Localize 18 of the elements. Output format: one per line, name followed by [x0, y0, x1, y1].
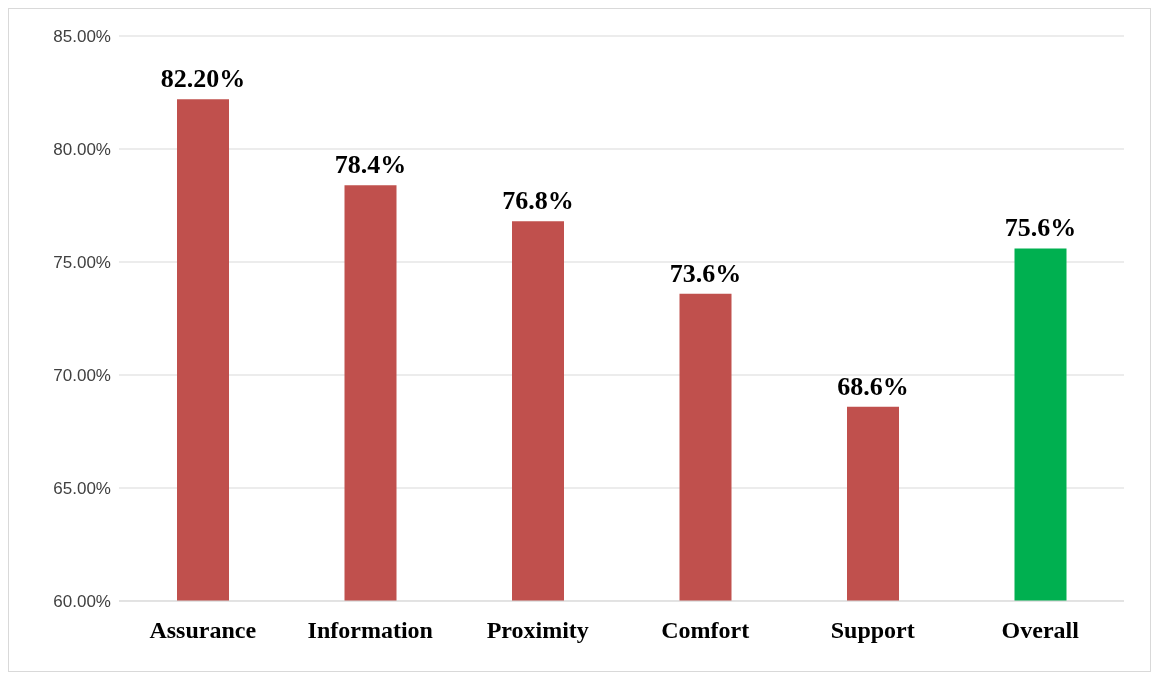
- x-tick-label: Information: [307, 617, 433, 644]
- y-tick-label: 65.00%: [53, 479, 111, 499]
- data-label: 75.6%: [1004, 213, 1077, 243]
- data-label: 68.6%: [837, 371, 909, 401]
- data-label: 73.6%: [669, 258, 742, 288]
- x-tick-label: Support: [830, 617, 915, 644]
- data-label: 82.20%: [160, 64, 246, 94]
- data-label: 76.8%: [502, 186, 574, 216]
- x-tick-label: Assurance: [149, 617, 257, 644]
- y-tick-label: 85.00%: [53, 27, 111, 47]
- x-tick-label: Comfort: [661, 617, 750, 644]
- data-label: 78.4%: [334, 150, 407, 180]
- y-tick-label: 80.00%: [53, 140, 111, 160]
- y-tick-label: 60.00%: [53, 592, 111, 612]
- x-tick-label: Proximity: [486, 617, 589, 644]
- y-tick-label: 70.00%: [53, 366, 111, 386]
- y-tick-label: 75.00%: [53, 253, 111, 273]
- x-tick-label: Overall: [1001, 617, 1080, 644]
